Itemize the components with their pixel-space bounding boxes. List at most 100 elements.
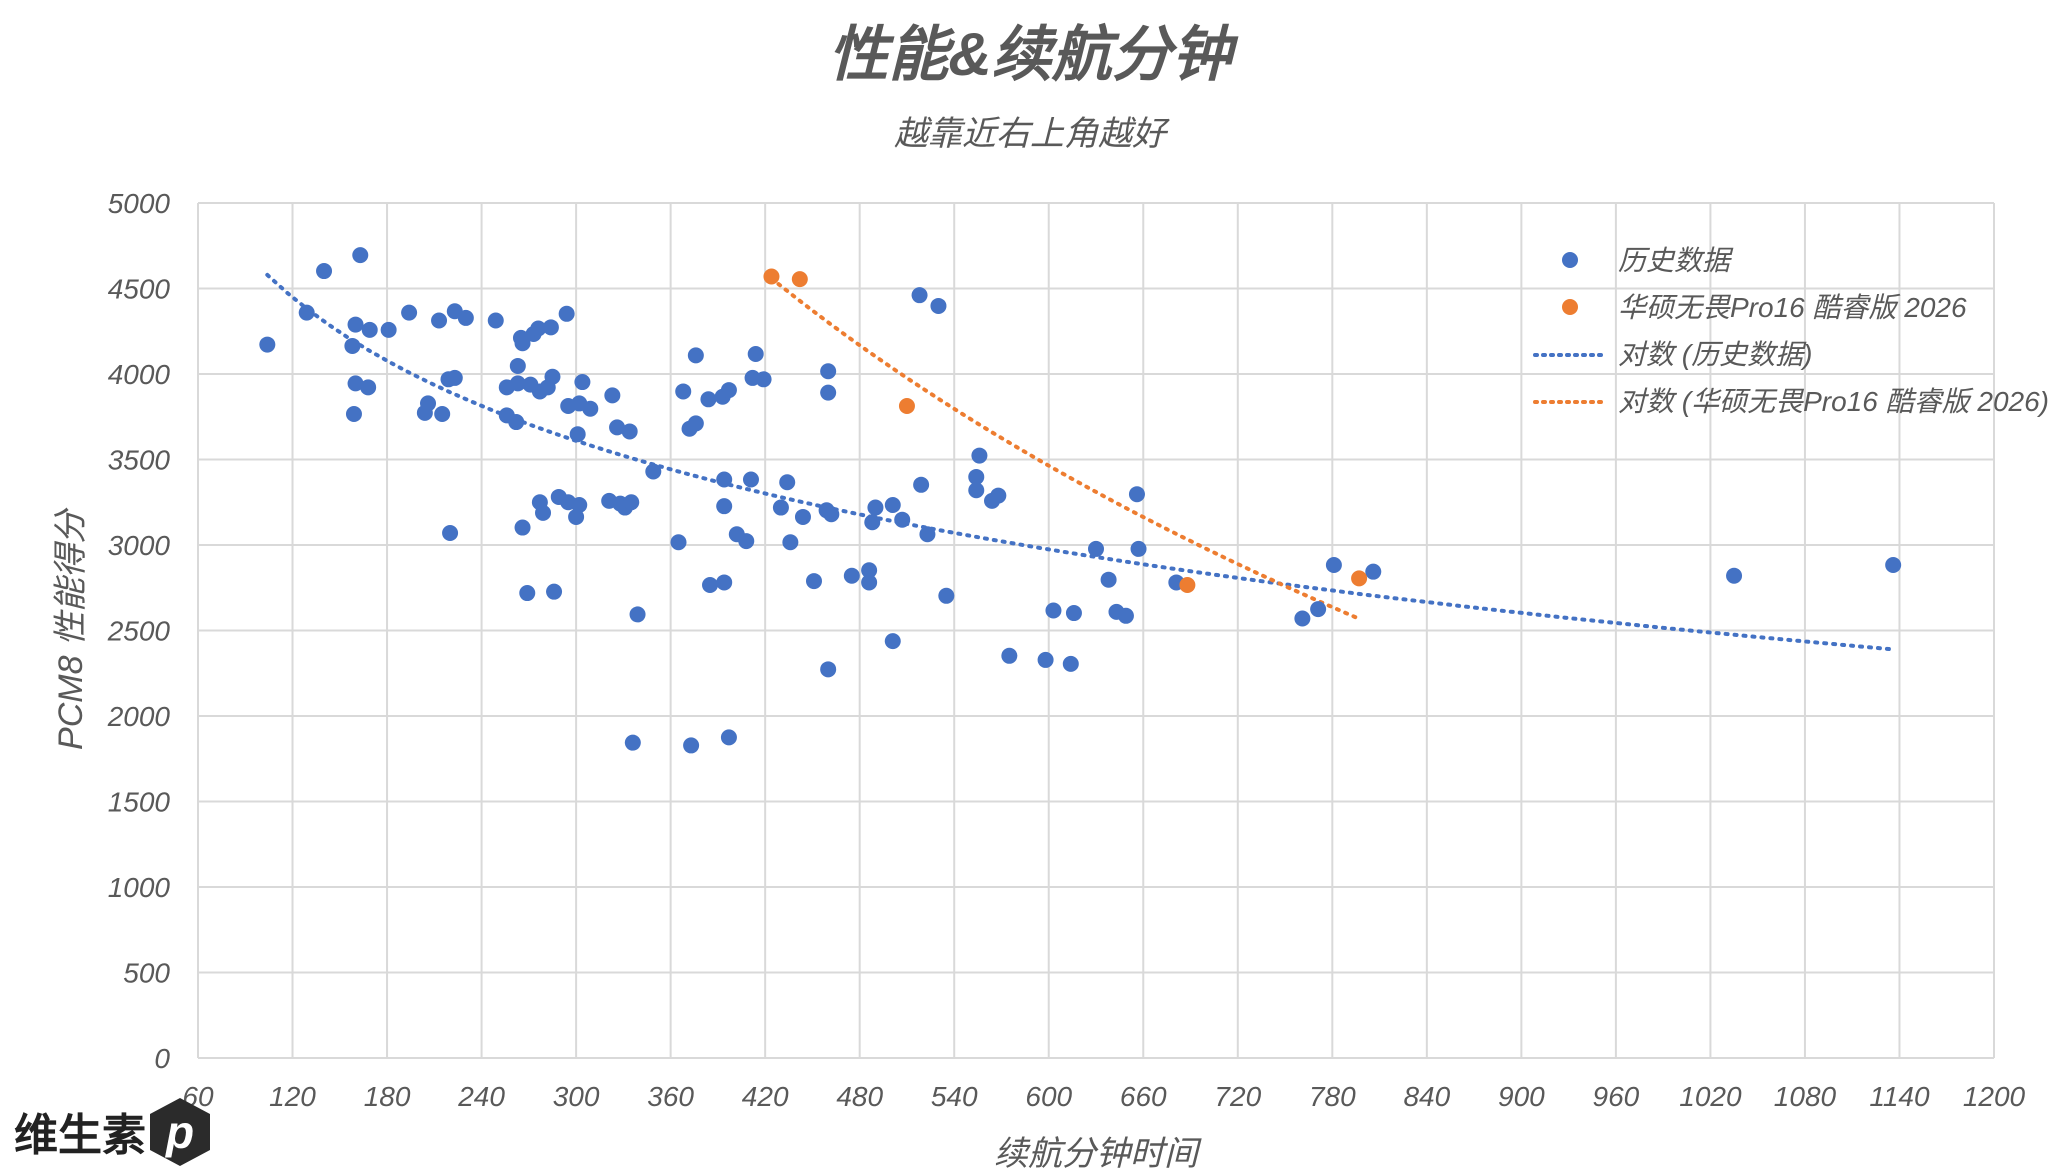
x-tick-label: 240: [457, 1081, 505, 1112]
history-data-point: [1726, 567, 1743, 584]
history-data-point: [546, 583, 563, 600]
history-data-point: [820, 363, 837, 380]
history-data-point: [755, 371, 772, 388]
history-data-point: [571, 496, 588, 513]
history-data-point: [702, 577, 719, 594]
history-data-point: [742, 471, 759, 488]
y-tick-label: 0: [154, 1043, 170, 1074]
x-tick-label: 960: [1593, 1081, 1640, 1112]
history-data-point: [864, 514, 881, 531]
history-data-point: [352, 247, 369, 264]
history-data-point: [512, 329, 529, 346]
history-data-point: [347, 375, 364, 392]
y-axis-ticks: 0 500 1000 1500 2000 2500 3000 3500 4000 4500 5000: [107, 188, 171, 1074]
history-data-point: [361, 321, 378, 338]
history-data-point: [434, 406, 451, 423]
x-tick-label: 180: [364, 1081, 411, 1112]
asus-data-point: [763, 268, 780, 285]
history-data-point: [442, 525, 459, 542]
history-data-point: [416, 404, 433, 421]
legend-marker-history: [1562, 252, 1578, 268]
history-data-point: [913, 476, 930, 493]
history-data-point: [687, 347, 704, 364]
data-points: [259, 247, 1902, 754]
x-tick-label: 720: [1214, 1081, 1261, 1112]
history-data-point: [884, 633, 901, 650]
history-data-point: [509, 375, 526, 392]
history-data-point: [772, 499, 789, 516]
y-axis-label: PCM8 性能得分: [52, 507, 90, 750]
legend-label-history-trend: 对数 (历史数据): [1618, 339, 1812, 370]
history-data-point: [519, 585, 536, 602]
history-data-point: [683, 737, 700, 754]
history-data-point: [1001, 647, 1018, 664]
history-data-point: [820, 661, 837, 678]
brand-logo: 维生素 p: [14, 1098, 210, 1166]
history-data-point: [1045, 602, 1062, 619]
history-data-point: [604, 387, 621, 404]
x-axis-ticks: 60 120 180 240 300 360 420 480 540 600 660 720 780 84…: [182, 1081, 2025, 1112]
history-data-point: [509, 357, 526, 374]
history-data-point: [345, 406, 362, 423]
x-tick-label: 1140: [1869, 1081, 1930, 1112]
history-data-point: [894, 511, 911, 528]
history-data-point: [629, 606, 646, 623]
history-data-point: [457, 309, 474, 326]
history-data-point: [1310, 601, 1327, 618]
history-data-point: [884, 496, 901, 513]
y-tick-label: 3000: [108, 530, 171, 561]
x-tick-label: 660: [1120, 1081, 1167, 1112]
history-data-point: [911, 287, 928, 304]
logo-hexagon-icon: [150, 1098, 210, 1166]
trendlines: [265, 272, 1896, 652]
history-data-point: [843, 567, 860, 584]
history-data-point: [675, 383, 692, 400]
history-data-point: [569, 426, 586, 443]
chart-title: 性能&续航分钟: [828, 21, 1238, 88]
history-data-point: [259, 336, 276, 353]
history-data-point: [530, 320, 547, 337]
legend-label-asus: 华硕无畏Pro16 酷睿版 2026: [1618, 292, 1967, 323]
history-data-point: [544, 368, 561, 385]
history-data-point: [487, 312, 504, 329]
gridlines: [197, 202, 1995, 1059]
history-data-point: [1128, 486, 1145, 503]
history-data-point: [670, 534, 687, 551]
trendline: [769, 276, 1362, 621]
history-data-point: [574, 374, 591, 391]
history-data-point: [621, 423, 638, 440]
history-data-point: [316, 263, 333, 280]
x-axis-label: 续航分钟时间: [994, 1135, 1202, 1173]
history-data-point: [1037, 651, 1054, 668]
history-data-point: [558, 305, 575, 322]
history-data-point: [568, 508, 585, 525]
x-tick-label: 600: [1025, 1081, 1072, 1112]
x-tick-label: 1080: [1774, 1081, 1837, 1112]
history-data-point: [971, 447, 988, 464]
history-data-point: [716, 471, 733, 488]
asus-data-point: [898, 397, 915, 414]
y-tick-label: 4000: [108, 359, 171, 390]
history-data-point: [1325, 557, 1342, 574]
history-data-point: [298, 304, 315, 321]
asus-data-point: [1351, 570, 1368, 587]
legend-label-asus-trend: 对数 (华硕无畏Pro16 酷睿版 2026): [1618, 386, 2049, 417]
logo-mark: p: [164, 1106, 194, 1158]
history-data-point: [861, 562, 878, 579]
history-data-point: [1294, 610, 1311, 627]
history-data-point: [1885, 557, 1902, 574]
history-data-point: [794, 508, 811, 525]
history-data-point: [1065, 605, 1082, 622]
y-tick-label: 500: [123, 958, 170, 989]
history-data-point: [401, 304, 418, 321]
history-data-point: [535, 504, 552, 521]
x-tick-label: 420: [742, 1081, 789, 1112]
history-data-point: [645, 463, 662, 480]
y-tick-label: 3500: [108, 445, 171, 476]
history-data-point: [716, 574, 733, 591]
y-tick-label: 2000: [107, 701, 171, 732]
y-tick-label: 2500: [107, 616, 171, 647]
history-data-point: [347, 316, 364, 333]
logo-text: 维生素: [14, 1111, 146, 1160]
